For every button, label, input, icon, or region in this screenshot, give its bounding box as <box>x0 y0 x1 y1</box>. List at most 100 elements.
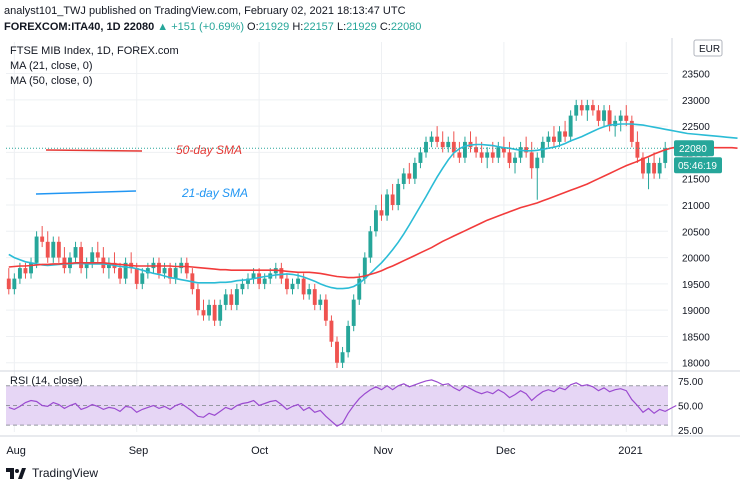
candle-body[interactable] <box>279 268 284 279</box>
candle-body[interactable] <box>474 147 479 153</box>
candle-body[interactable] <box>84 262 89 269</box>
candle-body[interactable] <box>535 157 540 169</box>
candle-body[interactable] <box>12 278 17 290</box>
candle-body[interactable] <box>629 120 634 142</box>
candle-body[interactable] <box>435 136 440 142</box>
candle-body[interactable] <box>218 304 223 321</box>
candle-body[interactable] <box>362 257 367 279</box>
candle-body[interactable] <box>568 115 573 137</box>
candle-body[interactable] <box>368 231 373 258</box>
candle-body[interactable] <box>579 105 584 111</box>
candle-body[interactable] <box>301 278 306 295</box>
candle-body[interactable] <box>140 273 145 284</box>
candle-body[interactable] <box>518 147 523 158</box>
candle-body[interactable] <box>618 115 623 121</box>
candle-body[interactable] <box>262 278 267 284</box>
candle-body[interactable] <box>51 241 56 258</box>
candle-body[interactable] <box>312 289 317 305</box>
candle-body[interactable] <box>390 194 395 205</box>
candle-body[interactable] <box>652 162 657 174</box>
candle-body[interactable] <box>401 173 406 184</box>
candle-body[interactable] <box>451 141 456 153</box>
candle-body[interactable] <box>290 283 295 290</box>
candle-body[interactable] <box>552 136 556 142</box>
candle-body[interactable] <box>646 162 651 174</box>
candle-body[interactable] <box>613 120 618 127</box>
candle-body[interactable] <box>134 268 139 284</box>
candle-body[interactable] <box>318 299 323 305</box>
candle-body[interactable] <box>23 268 28 274</box>
candle-body[interactable] <box>145 268 150 274</box>
candle-body[interactable] <box>524 147 529 153</box>
rsi-line[interactable] <box>8 379 677 427</box>
candle-body[interactable] <box>574 105 579 116</box>
candle-body[interactable] <box>17 268 22 279</box>
candle-body[interactable] <box>195 289 200 311</box>
candle-body[interactable] <box>507 152 512 163</box>
candle-body[interactable] <box>663 148 668 163</box>
candle-body[interactable] <box>357 278 362 300</box>
candle-body[interactable] <box>79 247 84 269</box>
candle-body[interactable] <box>246 278 250 284</box>
candle-body[interactable] <box>590 105 595 111</box>
candle-body[interactable] <box>513 157 517 163</box>
candle-body[interactable] <box>296 278 301 284</box>
ma21-line[interactable] <box>8 123 738 290</box>
legend-ma21[interactable]: MA (21, close, 0) <box>10 60 93 72</box>
legend-ma50[interactable]: MA (50, close, 0) <box>10 75 93 87</box>
candle-body[interactable] <box>557 131 562 142</box>
candle-body[interactable] <box>585 105 590 111</box>
candle-body[interactable] <box>563 131 568 137</box>
candle-body[interactable] <box>157 262 161 274</box>
candle-body[interactable] <box>346 325 351 353</box>
candle-body[interactable] <box>29 262 33 274</box>
candle-body[interactable] <box>440 141 445 148</box>
candle-body[interactable] <box>641 157 645 174</box>
candle-body[interactable] <box>90 252 95 263</box>
candle-body[interactable] <box>329 320 334 342</box>
candle-body[interactable] <box>229 294 234 305</box>
candle-body[interactable] <box>251 273 256 279</box>
candle-body[interactable] <box>40 236 45 242</box>
candle-body[interactable] <box>340 352 345 363</box>
candle-body[interactable] <box>385 194 390 216</box>
currency-box[interactable] <box>693 39 723 57</box>
candle-body[interactable] <box>496 147 501 158</box>
candle-body[interactable] <box>596 110 601 121</box>
candle-body[interactable] <box>407 173 412 179</box>
candle-body[interactable] <box>396 183 401 205</box>
candle-body[interactable] <box>179 262 184 269</box>
candle-body[interactable] <box>56 241 61 258</box>
candle-body[interactable] <box>284 278 289 290</box>
candle-body[interactable] <box>546 136 551 142</box>
candle-body[interactable] <box>106 262 111 269</box>
candle-body[interactable] <box>207 304 211 316</box>
candle-body[interactable] <box>240 283 245 290</box>
candle-body[interactable] <box>501 147 506 153</box>
chart-area[interactable]: 18000 18500 19000 19500 20000 20500 21000 21500… <box>0 38 740 458</box>
candle-body[interactable] <box>529 152 534 169</box>
candle-body[interactable] <box>201 310 206 316</box>
candle-body[interactable] <box>184 262 189 274</box>
candle-body[interactable] <box>412 162 417 179</box>
candle-body[interactable] <box>234 289 239 305</box>
candle-body[interactable] <box>223 294 228 305</box>
candle-body[interactable] <box>485 152 490 158</box>
candle-body[interactable] <box>323 299 328 321</box>
candle-body[interactable] <box>118 268 122 279</box>
candle-body[interactable] <box>257 273 262 284</box>
candle-body[interactable] <box>123 262 128 279</box>
candle-body[interactable] <box>490 152 495 158</box>
candle-body[interactable] <box>446 141 451 148</box>
candle-body[interactable] <box>463 141 467 158</box>
candle-body[interactable] <box>602 110 606 121</box>
candle-body[interactable] <box>162 268 167 274</box>
candle-body[interactable] <box>424 141 428 153</box>
ma50-line[interactable] <box>8 145 738 279</box>
candle-body[interactable] <box>379 210 384 216</box>
candle-body[interactable] <box>624 115 629 121</box>
candle-body[interactable] <box>635 141 640 158</box>
candle-body[interactable] <box>212 304 217 321</box>
candle-body[interactable] <box>418 152 423 163</box>
chart-svg[interactable]: 18000 18500 19000 19500 20000 20500 21000 21500… <box>0 38 740 458</box>
